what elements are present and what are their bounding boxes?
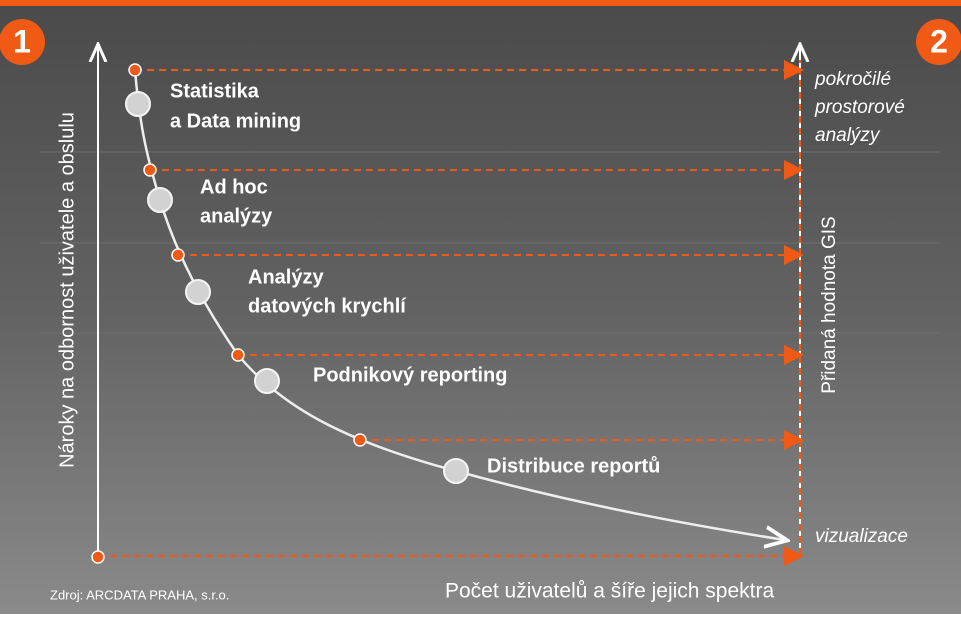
stage-label: Statistika	[170, 80, 260, 102]
badge-number: 1	[13, 23, 31, 59]
top-bar	[0, 0, 961, 6]
right-label: analýzy	[815, 125, 881, 146]
stage-label: Distribuce reportů	[487, 455, 660, 477]
stage-label: a Data mining	[170, 110, 301, 132]
band-lines	[40, 151, 940, 421]
stage-label: Ad hoc	[200, 176, 268, 198]
stage-dots	[125, 91, 469, 484]
right-axis-label: Přidaná hodnota GIS	[819, 216, 840, 393]
y-axis-label: Nároky na odbornost uživatele a obslulu	[56, 112, 78, 468]
orange-dots	[91, 63, 367, 564]
stage-label: Analýzy	[248, 266, 324, 288]
right-label: prostorové	[814, 97, 905, 118]
dashed-levels	[98, 60, 804, 566]
right-label: vizualizace	[815, 526, 908, 547]
stage-label: analýzy	[200, 205, 273, 227]
stage-label: datových krychlí	[248, 295, 407, 317]
x-axis-label: Počet uživatelů a šíře jejich spektra	[445, 580, 774, 603]
right-label: pokročilé	[814, 69, 891, 90]
stage-label: Podnikový reporting	[313, 364, 507, 386]
badge	[916, 19, 961, 65]
badge-number: 2	[930, 23, 948, 59]
source: Zdroj: ARCDATA PRAHA, s.r.o.	[50, 587, 229, 602]
badge	[0, 19, 45, 65]
